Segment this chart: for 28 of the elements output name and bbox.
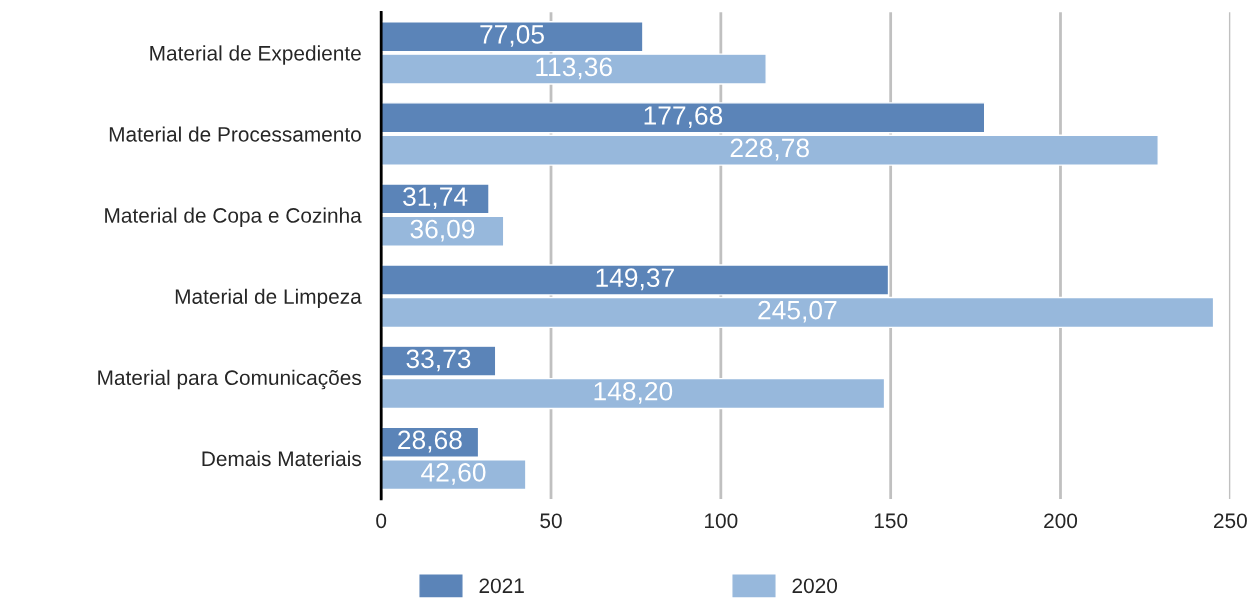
data-label: 36,09 <box>410 219 475 242</box>
y-tick-label: Material de Limpeza <box>175 288 362 309</box>
y-tick-label: Material de Processamento <box>109 126 361 142</box>
x-tick-label: 200 <box>1044 513 1078 529</box>
x-tick-label: 50 <box>540 513 562 529</box>
x-tick-label: 250 <box>1213 513 1247 529</box>
data-label: 77,05 <box>480 25 544 47</box>
data-label: 148,20 <box>594 381 673 404</box>
y-tick-label: Material para Comunicações <box>98 369 361 390</box>
y-tick-label: Material de Expediente <box>150 45 361 65</box>
data-label: 33,73 <box>406 349 471 372</box>
data-label: 245,07 <box>758 300 837 323</box>
y-tick-label: Demais Materiais <box>202 450 361 467</box>
data-label: 42,60 <box>421 463 486 485</box>
x-tick-label: 0 <box>376 513 387 529</box>
data-label: 149,37 <box>596 268 674 291</box>
bar <box>381 134 1159 166</box>
data-label: 113,36 <box>536 57 612 80</box>
bar <box>381 102 986 134</box>
x-tick-label: 150 <box>874 513 908 529</box>
legend-label: 2020 <box>792 578 838 594</box>
legend-label: 2021 <box>479 578 524 594</box>
data-label: 28,68 <box>398 430 462 453</box>
data-label: 177,68 <box>644 106 723 128</box>
x-tick-label: 100 <box>705 513 738 529</box>
y-tick-label: Material de Copa e Cozinha <box>105 207 362 227</box>
data-label: 31,74 <box>403 187 468 210</box>
data-label: 228,78 <box>730 138 809 161</box>
